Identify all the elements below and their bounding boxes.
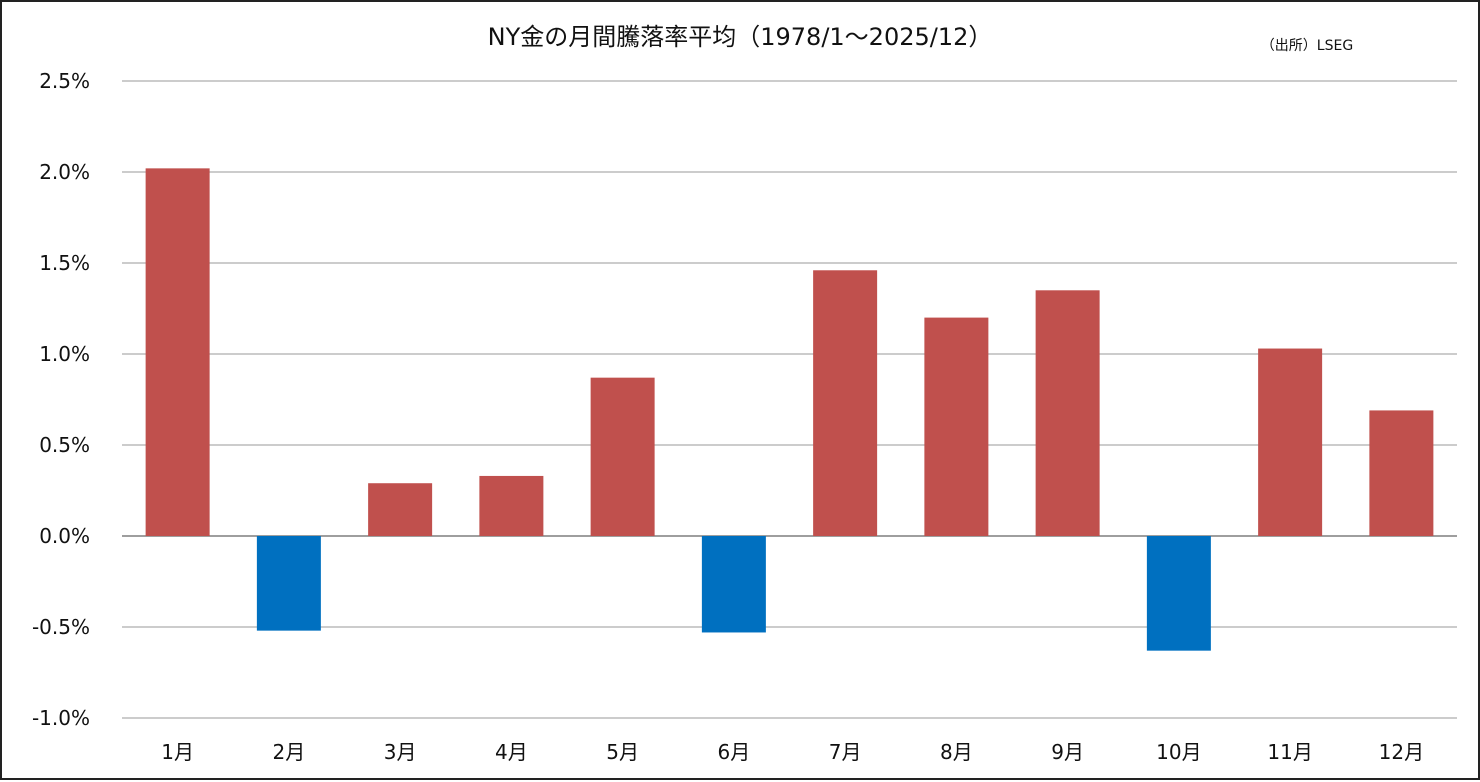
x-tick-label: 4月 (495, 740, 528, 764)
y-axis-ticks: 2.5% 2.0% 1.5% 1.0% 0.5% 0.0% -0.5% -1.0% (32, 69, 90, 730)
bar-7 (813, 270, 878, 536)
x-tick-label: 2月 (273, 740, 306, 764)
bar-1 (145, 168, 210, 537)
bar-3 (368, 483, 433, 536)
gridlines (122, 80, 1457, 719)
y-tick-label: 2.5% (39, 69, 90, 93)
y-tick-label: -0.5% (32, 615, 90, 639)
bar-9 (1035, 290, 1100, 536)
y-tick-label: 0.5% (39, 433, 90, 457)
x-tick-label: 6月 (718, 740, 751, 764)
bar-2 (256, 536, 321, 631)
bar-12 (1369, 410, 1434, 536)
bar-8 (924, 317, 989, 536)
y-tick-label: 2.0% (39, 160, 90, 184)
x-tick-label: 3月 (384, 740, 417, 764)
bar-10 (1146, 536, 1211, 651)
y-tick-label: -1.0% (32, 706, 90, 730)
y-tick-label: 0.0% (39, 524, 90, 548)
x-tick-label: 5月 (606, 740, 639, 764)
x-tick-label: 12月 (1379, 740, 1424, 764)
bar-11 (1258, 348, 1323, 536)
x-tick-label: 10月 (1156, 740, 1201, 764)
y-tick-label: 1.5% (39, 251, 90, 275)
x-tick-label: 7月 (829, 740, 862, 764)
x-tick-label: 1月 (161, 740, 194, 764)
bar-6 (701, 536, 766, 633)
x-tick-label: 9月 (1051, 740, 1084, 764)
bar-5 (590, 377, 655, 536)
chart-source-note: （出所）LSEG (1261, 38, 1353, 54)
y-tick-label: 1.0% (39, 342, 90, 366)
chart-title: NY金の月間騰落率平均（1978/1～2025/12） (488, 23, 993, 51)
x-tick-label: 8月 (940, 740, 973, 764)
x-axis-ticks: 1月 2月 3月 4月 5月 6月 7月 8月 9月 10月 11月 12月 (161, 740, 1424, 764)
bar-4 (479, 475, 544, 536)
x-tick-label: 11月 (1267, 740, 1312, 764)
bars (145, 168, 1434, 651)
